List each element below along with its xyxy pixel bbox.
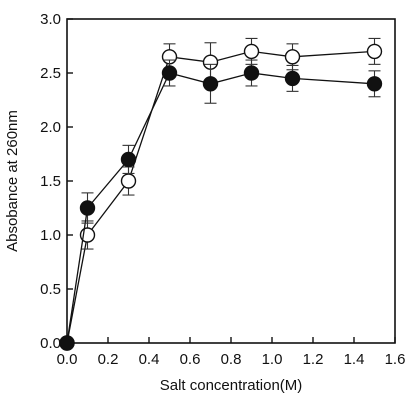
data-point bbox=[284, 49, 301, 65]
series-line bbox=[66, 72, 375, 344]
plot-area bbox=[66, 18, 396, 344]
data-point bbox=[202, 76, 219, 92]
series-line bbox=[66, 50, 375, 344]
data-point bbox=[59, 335, 75, 351]
y-axis-title: Absobance at 260nm bbox=[4, 110, 21, 252]
x-tick-label: 0.8 bbox=[221, 351, 242, 368]
data-point bbox=[79, 200, 96, 216]
y-tick-label: 2.0 bbox=[40, 119, 61, 136]
series-filled-circles bbox=[59, 59, 383, 351]
data-point bbox=[366, 43, 383, 60]
y-tick-label: 3.0 bbox=[40, 11, 61, 28]
x-tick-label: 1.0 bbox=[262, 351, 283, 368]
x-tick-label: 1.2 bbox=[303, 351, 324, 368]
data-point bbox=[120, 151, 137, 168]
data-point bbox=[243, 65, 260, 81]
series-open-circles bbox=[59, 37, 383, 351]
x-tick-label: 0.0 bbox=[57, 351, 78, 368]
y-tick-label: 0.5 bbox=[40, 281, 61, 298]
plot-frame bbox=[66, 18, 396, 344]
data-point bbox=[366, 76, 383, 92]
x-axis-title: Salt concentration(M) bbox=[160, 377, 303, 394]
data-point bbox=[284, 70, 301, 87]
x-tick-label: 0.6 bbox=[180, 351, 201, 368]
x-tick-label: 1.6 bbox=[385, 351, 406, 368]
x-axis-ticks: 0.0 0.2 0.4 0.6 0.8 1.0 1.2 1.4 1.6 bbox=[57, 337, 406, 368]
y-tick-label: 2.5 bbox=[40, 65, 61, 82]
x-tick-label: 0.4 bbox=[139, 351, 160, 368]
data-point bbox=[161, 65, 178, 81]
series-layer bbox=[59, 37, 383, 351]
x-tick-label: 0.2 bbox=[98, 351, 119, 368]
y-axis-ticks: 0.0 0.5 1.0 1.5 2.0 2.5 3.0 bbox=[40, 11, 73, 352]
y-tick-label: 0.0 bbox=[40, 335, 61, 352]
data-point bbox=[120, 173, 137, 189]
y-tick-label: 1.0 bbox=[40, 227, 61, 244]
data-point bbox=[243, 43, 260, 60]
y-tick-label: 1.5 bbox=[40, 173, 61, 190]
x-tick-label: 1.4 bbox=[344, 351, 365, 368]
